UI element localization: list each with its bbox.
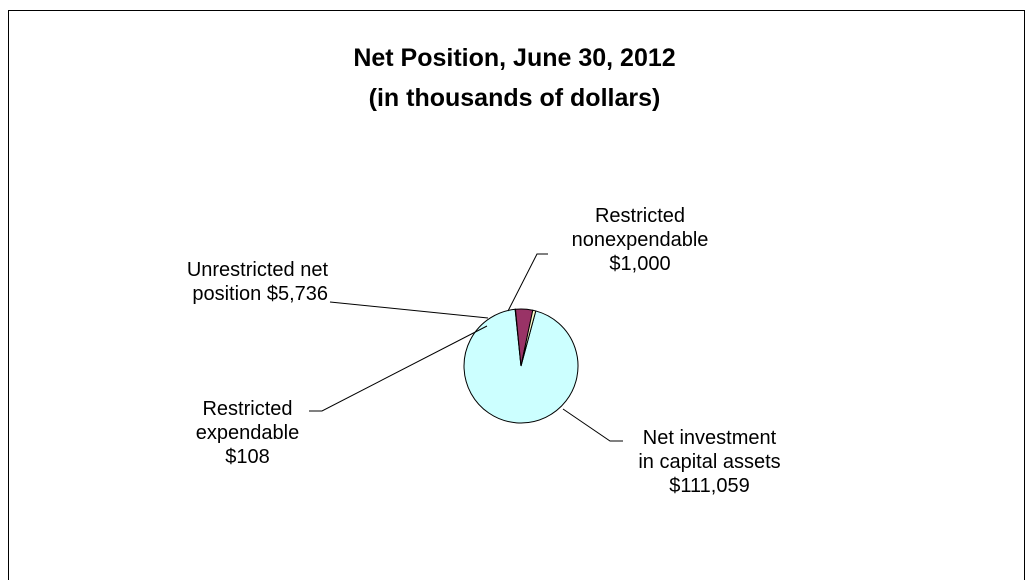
label-value: $108 — [225, 446, 270, 468]
label-text: nonexpendable — [571, 229, 709, 251]
label-text: Restricted — [202, 398, 293, 420]
label-text: position $5,736 — [192, 283, 328, 305]
label-net-investment: Net investment in capital assets $111,05… — [602, 426, 817, 498]
label-text: in capital assets — [638, 451, 781, 473]
label-text: Restricted — [594, 205, 686, 227]
label-restricted-expendable: Restricted expendable $108 — [155, 397, 340, 469]
label-text: Unrestricted net — [186, 259, 328, 281]
leader-line-unrestricted — [329, 301, 489, 319]
chart-title-line-1: Net Position, June 30, 2012 — [353, 44, 676, 72]
label-text: expendable — [195, 422, 300, 444]
leader-line-net-investment — [562, 408, 623, 442]
label-value: $111,059 — [669, 475, 750, 497]
label-value: $1,000 — [609, 253, 671, 275]
label-unrestricted-net-position: Unrestricted net position $5,736 — [128, 258, 328, 306]
leader-line-restricted-nonexpendable — [507, 253, 548, 312]
leader-lines — [309, 253, 623, 442]
label-text: Net investment — [642, 427, 777, 449]
chart-title-line-2: (in thousands of dollars) — [368, 84, 661, 112]
label-restricted-nonexpendable: Restricted nonexpendable $1,000 — [545, 204, 735, 276]
leader-line-restricted-expendable — [309, 325, 488, 412]
pie-slice-restricted-nonexpendable — [520, 309, 537, 367]
pie-slices — [463, 308, 579, 424]
